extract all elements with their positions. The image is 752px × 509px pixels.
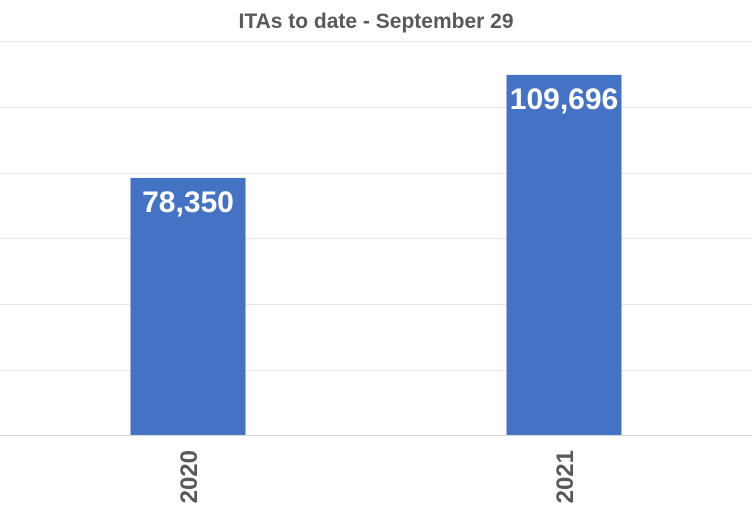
data-label-2020: 78,350 xyxy=(142,186,234,219)
bars xyxy=(130,74,622,436)
gridlines xyxy=(0,41,752,371)
x-axis-tick-labels: 2020 2021 xyxy=(176,450,579,503)
data-labels: 78,350 109,696 xyxy=(142,83,618,219)
chart-title: ITAs to date - September 29 xyxy=(238,10,513,33)
x-tick-label-2020: 2020 xyxy=(176,450,203,503)
bar-2020 xyxy=(130,177,246,436)
data-label-2021: 109,696 xyxy=(510,83,618,116)
bar-2021 xyxy=(506,74,622,436)
x-tick-label-2021: 2021 xyxy=(552,450,579,503)
